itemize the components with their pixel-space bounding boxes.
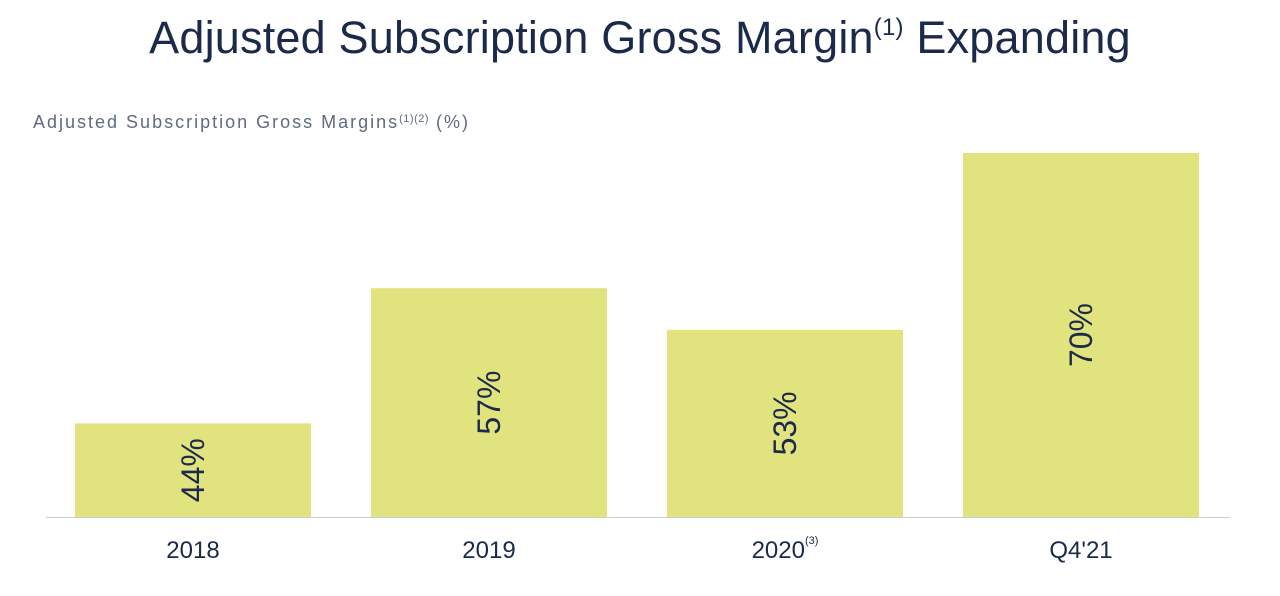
bar-value-label: 44% xyxy=(175,438,211,502)
bar-value-label: 70% xyxy=(1063,303,1099,367)
x-tick-label: 2020(3) xyxy=(751,535,819,565)
page-title: Adjusted Subscription Gross Margin(1) Ex… xyxy=(0,8,1280,68)
subtitle-suffix: (%) xyxy=(429,112,471,132)
bar-2018 xyxy=(75,423,311,517)
title-main: Adjusted Subscription Gross Margin xyxy=(149,12,874,63)
chart-subtitle: Adjusted Subscription Gross Margins(1)(2… xyxy=(33,112,470,133)
title-footnote: (1) xyxy=(873,14,904,41)
x-tick-footnote: (3) xyxy=(804,535,819,547)
x-tick-label: 2018 xyxy=(166,537,220,564)
subtitle-footnote: (1)(2) xyxy=(399,113,430,125)
title-suffix: Expanding xyxy=(903,12,1131,63)
bar-value-label: 53% xyxy=(767,391,803,455)
x-tick-label: Q4'21 xyxy=(1049,537,1113,564)
bar-2020 xyxy=(667,329,903,517)
bar-q421 xyxy=(963,153,1199,517)
x-tick-label: 2019 xyxy=(462,537,516,564)
bar-2019 xyxy=(371,288,607,517)
bar-value-label: 57% xyxy=(471,371,507,435)
subtitle-text: Adjusted Subscription Gross Margins xyxy=(33,112,400,132)
